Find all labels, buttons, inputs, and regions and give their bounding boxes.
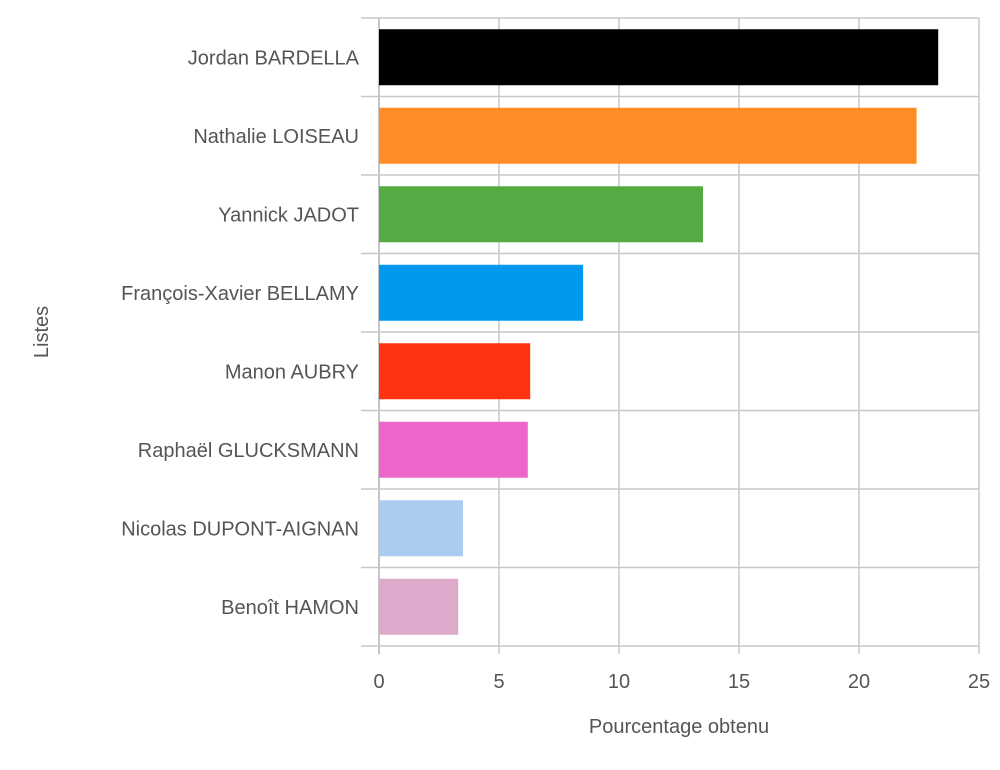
bar <box>379 578 459 635</box>
x-tick-labels: 0 5 10 15 20 25 <box>373 671 990 693</box>
category-label: François-Xavier BELLAMY <box>121 283 359 305</box>
bar <box>379 186 703 243</box>
x-tick-label: 10 <box>608 671 630 693</box>
category-label: Yannick JADOT <box>218 204 359 226</box>
category-label: Manon AUBRY <box>225 361 359 383</box>
bar <box>379 29 939 86</box>
x-axis-title: Pourcentage obtenu <box>589 716 769 738</box>
bar <box>379 264 583 321</box>
bar <box>379 343 531 400</box>
x-tick-label: 0 <box>373 671 384 693</box>
category-labels: Jordan BARDELLA Nathalie LOISEAU Yannick J… <box>121 47 360 619</box>
x-tick-label: 20 <box>848 671 870 693</box>
category-label: Nicolas DUPONT-AIGNAN <box>121 518 359 540</box>
category-label: Raphaël GLUCKSMANN <box>138 440 359 462</box>
x-tick-label: 5 <box>493 671 504 693</box>
bar <box>379 107 917 164</box>
category-label: Benoît HAMON <box>221 597 359 619</box>
bar <box>379 500 463 557</box>
grid <box>361 17 980 654</box>
bar <box>379 421 528 478</box>
x-tick-label: 15 <box>728 671 750 693</box>
x-tick-label: 25 <box>968 671 990 693</box>
category-label: Nathalie LOISEAU <box>193 126 359 148</box>
y-axis-title: Listes <box>31 306 53 358</box>
bars <box>379 29 939 635</box>
category-label: Jordan BARDELLA <box>188 47 360 69</box>
